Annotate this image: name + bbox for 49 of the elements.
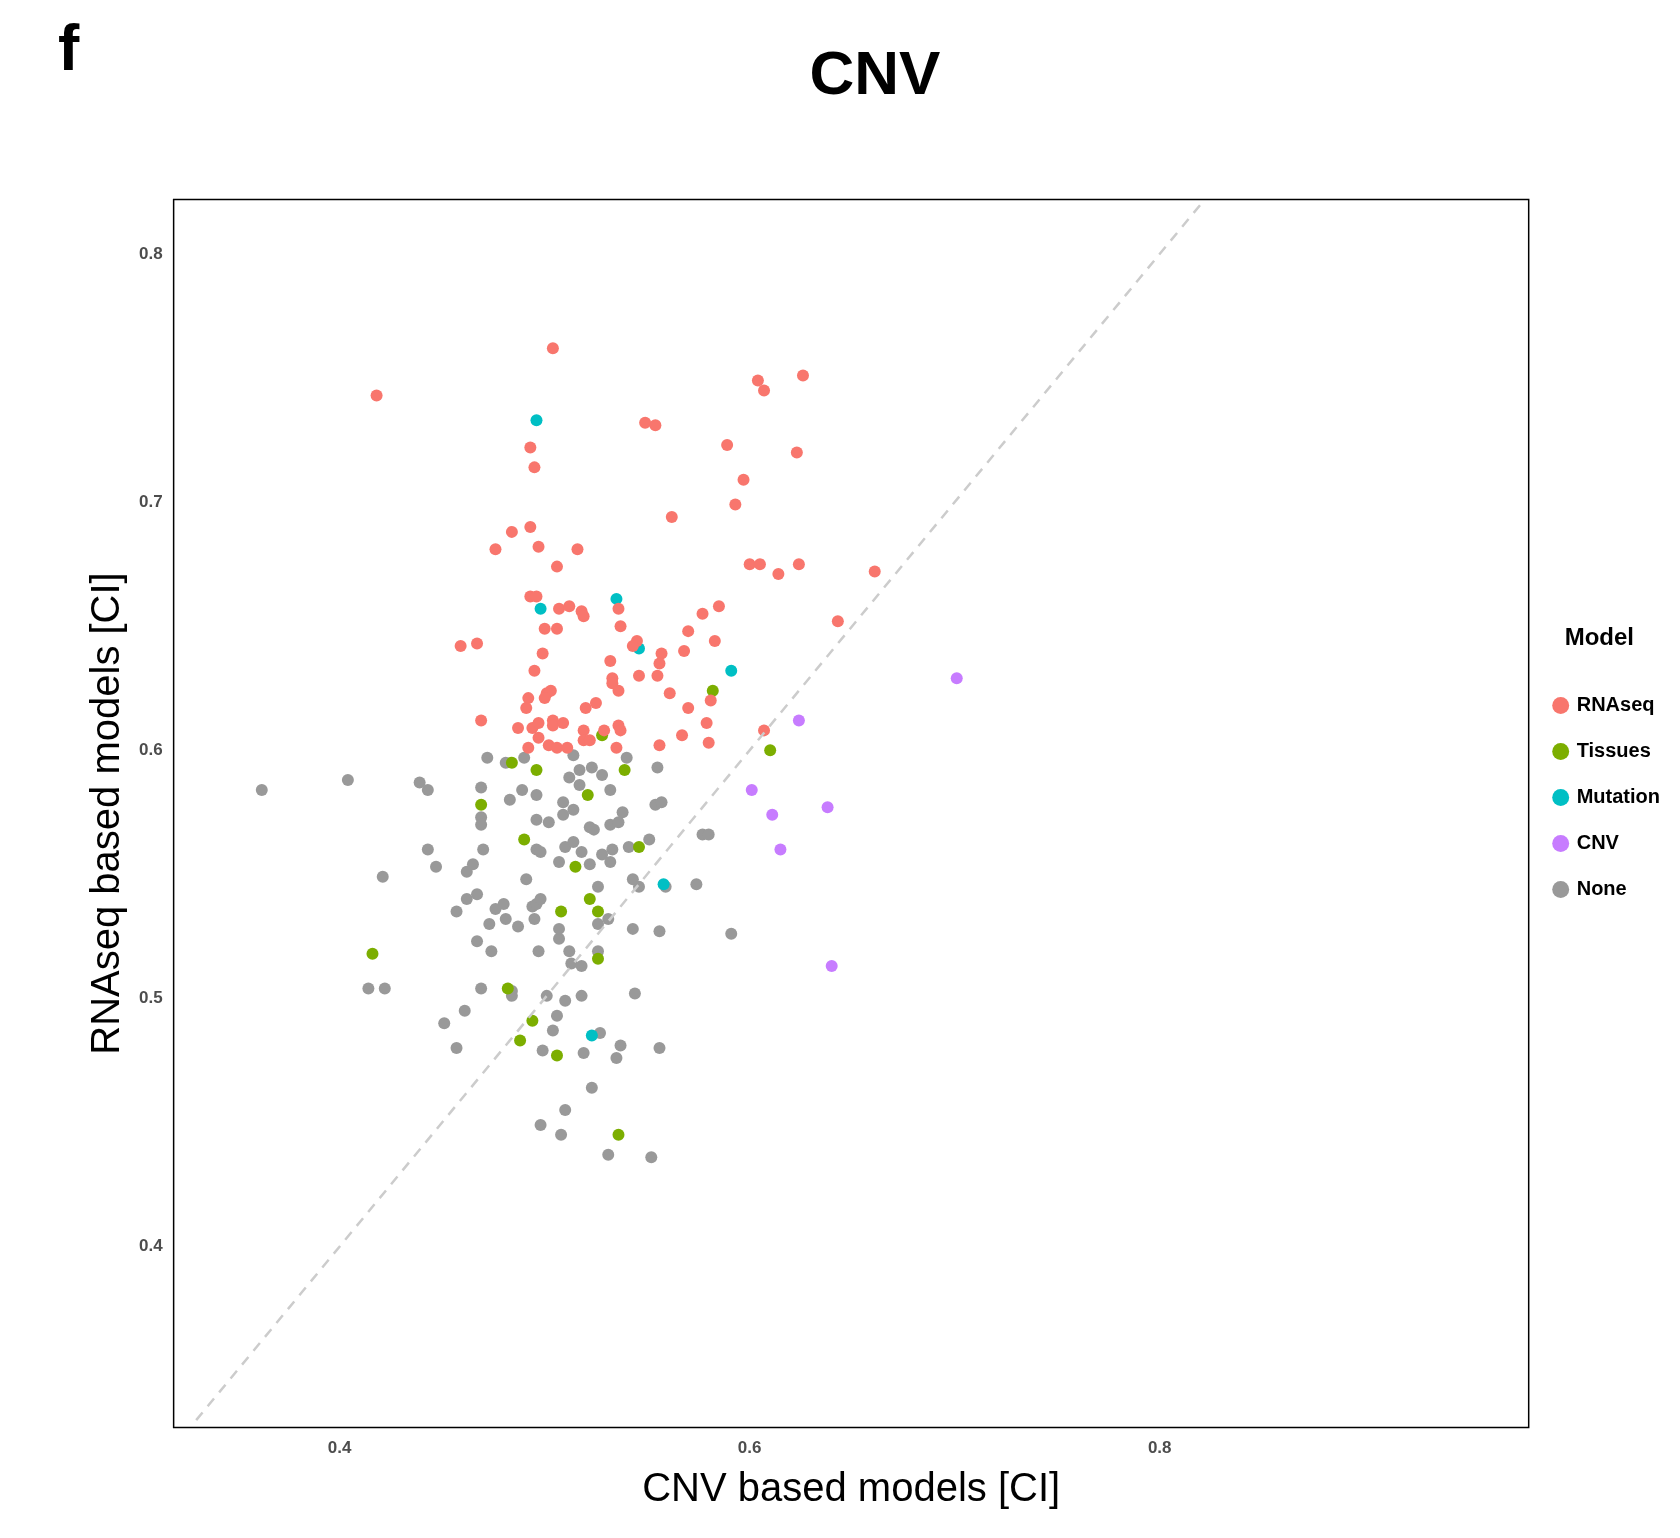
point: [530, 764, 543, 777]
point: [706, 684, 719, 697]
y-tick-label: 0.6: [138, 739, 163, 759]
point: [583, 893, 596, 906]
chart-title: CNV: [809, 38, 941, 108]
point: [792, 714, 805, 727]
x-tick-label: 0.6: [737, 1438, 762, 1458]
y-tick-label: 0.5: [138, 988, 163, 1008]
legend-label: Tissues: [1576, 738, 1651, 761]
x-axis-title: CNV based models [CI]: [642, 1465, 1061, 1510]
point: [825, 960, 838, 973]
point: [581, 788, 594, 801]
point: [569, 860, 582, 873]
point: [764, 744, 777, 757]
point: [591, 905, 604, 918]
x-tick-label: 0.4: [327, 1438, 353, 1458]
legend-label: Mutation: [1576, 784, 1660, 807]
point: [526, 1014, 539, 1027]
point: [501, 982, 514, 995]
point: [550, 1049, 563, 1062]
point: [766, 808, 779, 821]
y-tick-label: 0.8: [138, 243, 163, 263]
point: [774, 843, 787, 856]
point: [950, 672, 963, 685]
point: [534, 602, 547, 615]
point: [618, 764, 631, 777]
y-tick-label: 0.4: [138, 1236, 164, 1256]
legend-label: RNAseq: [1576, 692, 1655, 715]
legend-label: None: [1576, 876, 1627, 899]
legend-label: CNV: [1576, 830, 1620, 853]
point: [514, 1034, 527, 1047]
point: [632, 841, 645, 853]
y-axis-title: RNAseq based models [CI]: [83, 572, 128, 1055]
point: [745, 783, 758, 796]
point: [591, 952, 604, 965]
text: f: [58, 11, 80, 84]
point: [585, 1029, 598, 1042]
point: [725, 664, 738, 677]
point: [505, 756, 518, 769]
point: [555, 905, 568, 918]
y-tick-label: 0.7: [138, 491, 163, 511]
point: [518, 833, 531, 846]
point: [612, 1128, 625, 1141]
point: [475, 798, 488, 811]
point: [530, 414, 543, 427]
legend-title: Model: [1564, 623, 1635, 651]
point: [821, 801, 834, 814]
x-tick-label: 0.8: [1147, 1438, 1172, 1458]
point: [366, 947, 379, 960]
